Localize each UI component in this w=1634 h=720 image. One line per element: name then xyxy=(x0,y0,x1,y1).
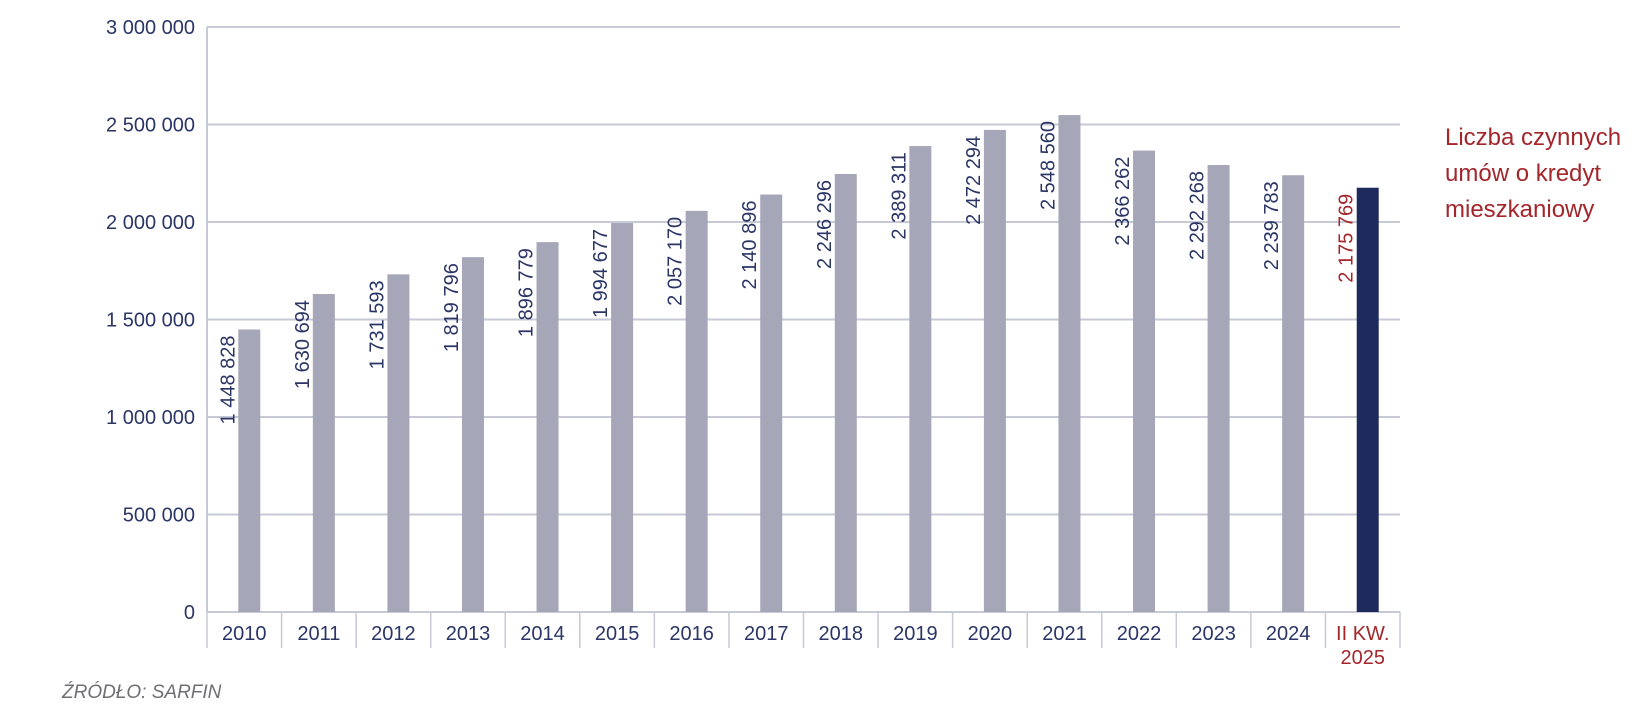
bar xyxy=(909,146,932,612)
x-tick-label: 2024 xyxy=(1266,623,1311,645)
y-tick-label: 2 000 000 xyxy=(106,212,195,234)
x-tick-label: 2010 xyxy=(222,623,267,645)
x-tick-label: II KW. xyxy=(1336,623,1389,645)
bar xyxy=(1133,150,1156,612)
y-tick-label: 1 000 000 xyxy=(106,407,195,429)
y-tick-label: 3 000 000 xyxy=(106,17,195,39)
value-label: 2 239 783 xyxy=(1261,181,1283,270)
value-label: 1 819 796 xyxy=(441,263,463,352)
x-tick-label: 2025 xyxy=(1340,647,1385,669)
y-tick-label: 500 000 xyxy=(123,505,195,527)
x-tick-label: 2011 xyxy=(297,623,340,645)
bar xyxy=(312,294,335,612)
y-tick-label: 2 500 000 xyxy=(106,115,195,137)
value-label: 2 246 296 xyxy=(814,180,836,269)
x-tick-label: 2022 xyxy=(1117,623,1162,645)
value-label: 1 994 677 xyxy=(590,229,612,318)
legend-caption: Liczba czynnych umów o kredyt mieszkanio… xyxy=(1445,124,1622,223)
bar xyxy=(238,329,261,612)
y-tick-label: 1 500 000 xyxy=(106,310,195,332)
value-label: 2 472 294 xyxy=(963,136,985,225)
x-tick-label: 2014 xyxy=(520,623,565,645)
bar xyxy=(1207,165,1230,612)
value-label: 1 630 694 xyxy=(292,300,314,389)
value-label: 2 140 896 xyxy=(739,201,761,290)
x-tick-label: 2017 xyxy=(744,623,789,645)
x-tick-label: 2019 xyxy=(893,623,938,645)
bar xyxy=(536,242,559,612)
x-tick-label: 2015 xyxy=(595,623,640,645)
bar xyxy=(1058,115,1081,613)
bar xyxy=(461,257,484,612)
source-note: ŹRÓDŁO: SARFIN xyxy=(62,682,222,703)
bar xyxy=(983,129,1006,613)
value-label: 2 548 560 xyxy=(1037,121,1059,210)
bar xyxy=(1282,175,1305,612)
x-tick-label: 2012 xyxy=(371,623,416,645)
value-label: 1 448 828 xyxy=(217,335,239,424)
value-label: 2 057 170 xyxy=(665,217,687,306)
bar xyxy=(760,194,783,613)
bar xyxy=(834,173,857,612)
x-tick-label: 2021 xyxy=(1042,623,1087,645)
x-tick-label: 2020 xyxy=(968,623,1013,645)
x-tick-label: 2016 xyxy=(669,623,714,645)
value-label: 1 731 593 xyxy=(366,280,388,369)
x-tick-label: 2023 xyxy=(1191,623,1236,645)
bar xyxy=(611,223,634,613)
value-label: 2 175 769 xyxy=(1336,194,1358,283)
value-label: 2 292 268 xyxy=(1187,171,1209,260)
bar xyxy=(1356,187,1379,613)
value-label: 2 366 262 xyxy=(1112,157,1134,246)
x-tick-label: 2018 xyxy=(819,623,864,645)
y-tick-label: 0 xyxy=(184,602,195,624)
value-label: 1 896 779 xyxy=(516,248,538,337)
x-tick-label: 2013 xyxy=(446,623,491,645)
bar xyxy=(387,274,410,612)
bar xyxy=(685,210,708,612)
value-label: 2 389 311 xyxy=(888,152,910,240)
